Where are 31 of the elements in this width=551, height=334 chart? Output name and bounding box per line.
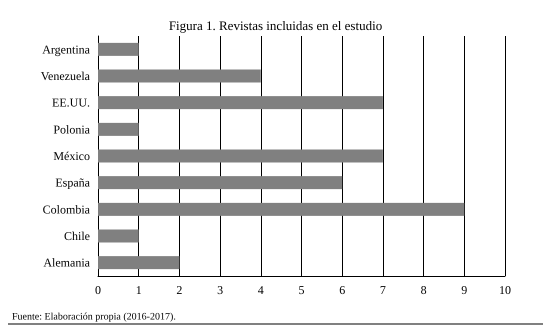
y-tick-label: Chile xyxy=(64,229,90,243)
bar xyxy=(98,122,139,136)
x-tick-label: 7 xyxy=(380,283,386,297)
x-tick-label: 2 xyxy=(176,283,182,297)
y-tick-label: EE.UU. xyxy=(52,96,90,110)
bar xyxy=(98,202,464,216)
y-tick-label: Venezuela xyxy=(40,69,91,83)
x-tick-label: 0 xyxy=(95,283,101,297)
x-tick-label: 8 xyxy=(420,283,427,297)
y-tick-label: Colombia xyxy=(42,202,91,216)
x-tick-label: 10 xyxy=(499,283,511,297)
x-tick-label: 3 xyxy=(217,283,224,297)
x-tick-label: 5 xyxy=(298,283,304,297)
source-note: Fuente: Elaboración propia (2016-2017). xyxy=(12,312,176,322)
x-tick-label: 4 xyxy=(258,283,264,297)
bar xyxy=(98,96,383,110)
x-tick-label: 6 xyxy=(339,283,346,297)
x-tick-label: 1 xyxy=(136,283,142,297)
y-tick-label: Polonia xyxy=(53,122,91,136)
y-tick-label: Alemania xyxy=(43,256,91,270)
bar xyxy=(98,70,261,82)
bar xyxy=(98,42,139,56)
y-tick-label: México xyxy=(53,149,90,163)
y-tick-label: Argentina xyxy=(42,42,91,56)
x-tick-label: 9 xyxy=(461,283,468,297)
bar xyxy=(98,150,383,162)
chart-title: Figura 1. Revistas incluidas en el estudio xyxy=(168,18,382,33)
bar xyxy=(98,256,180,270)
bar xyxy=(98,230,139,242)
bar xyxy=(98,176,342,190)
y-tick-label: España xyxy=(55,176,91,190)
